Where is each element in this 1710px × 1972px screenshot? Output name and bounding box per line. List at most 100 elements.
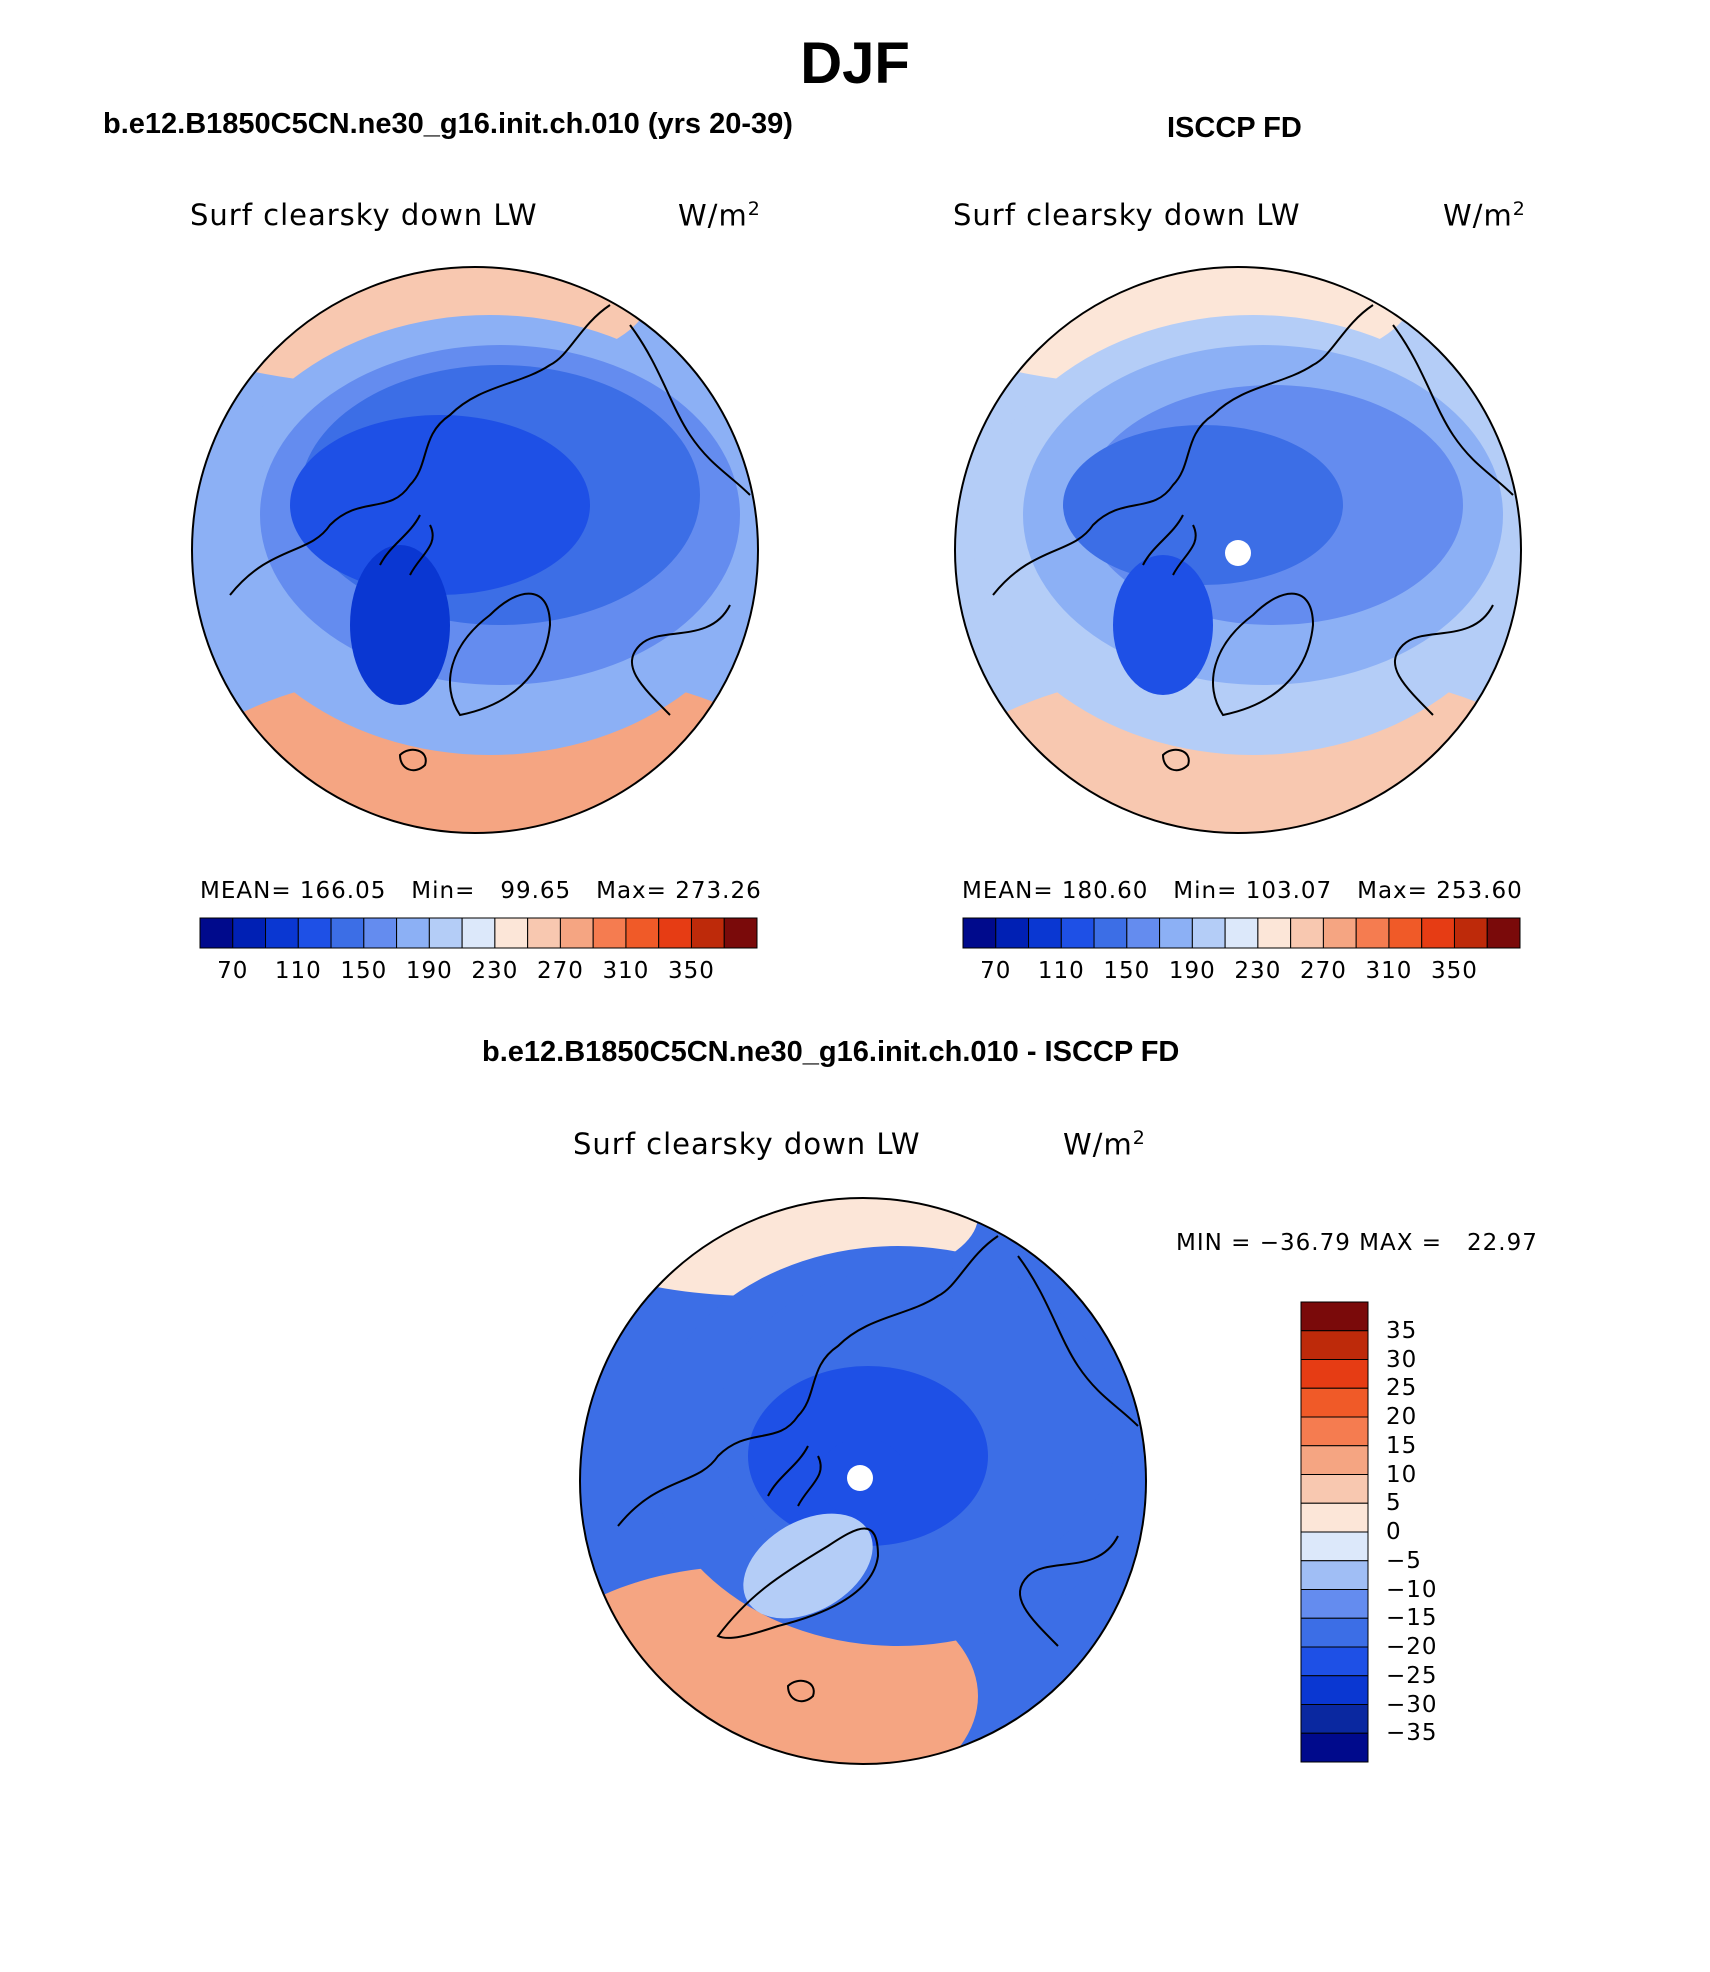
obs-colorbar-box <box>1257 917 1292 949</box>
model-colorbar-tick-label: 350 <box>668 958 715 984</box>
obs-colorbar-box <box>1224 917 1259 949</box>
obs-units: W/m2 <box>1443 198 1526 233</box>
model-colorbar-box <box>265 917 299 949</box>
diff-colorbar-box <box>1300 1646 1369 1677</box>
model-colorbar-box <box>527 917 561 949</box>
model-colorbar-box <box>396 917 430 949</box>
diff-colorbar-box <box>1300 1359 1369 1389</box>
obs-colorbar-tick-label: 190 <box>1168 958 1216 984</box>
diff-variable-name: Surf clearsky down LW <box>573 1127 921 1161</box>
diff-colorbar-tick-label: −20 <box>1386 1634 1438 1660</box>
model-colorbar-tick-label: 110 <box>274 958 322 984</box>
obs-coastlines <box>992 304 1514 772</box>
obs-colorbar-box <box>1159 917 1193 949</box>
obs-variable-name: Surf clearsky down LW <box>953 198 1301 232</box>
obs-field-atlantic <box>955 665 1521 833</box>
diff-colorbar-box <box>1300 1416 1369 1447</box>
model-colorbar-box <box>297 917 332 949</box>
model-variable-name: Surf clearsky down LW <box>190 198 538 232</box>
model-colorbar-box <box>330 917 365 949</box>
model-field-pole <box>290 415 590 595</box>
diff-colorbar-box <box>1300 1675 1369 1705</box>
diff-colorbar-box <box>1300 1387 1369 1418</box>
model-colorbar-box <box>723 917 758 949</box>
model-coastlines <box>229 304 751 772</box>
obs-field-pole <box>1063 425 1343 585</box>
diff-colorbar-tick-label: −5 <box>1386 1547 1422 1574</box>
diff-colorbar-tick-label: −35 <box>1386 1720 1438 1747</box>
diff-colorbar-tick-label: −15 <box>1386 1605 1438 1632</box>
obs-colorbar-box <box>1388 917 1423 949</box>
obs-panel-title: ISCCP FD <box>1167 112 1302 144</box>
model-colorbar-box <box>363 917 398 949</box>
model-colorbar-tick-label: 310 <box>602 958 650 984</box>
model-colorbar-tick-label: 70 <box>217 958 249 984</box>
model-field-greenland <box>350 545 450 705</box>
diff-field-greenland <box>743 1513 873 1619</box>
diff-colorbar-tick-label: 15 <box>1386 1432 1418 1459</box>
obs-colorbar-tick-label: 350 <box>1431 958 1478 984</box>
model-colorbar-tick-label: 270 <box>536 958 584 984</box>
diff-units: W/m2 <box>1063 1127 1146 1162</box>
diff-colorbar-tick-label: 30 <box>1386 1346 1418 1373</box>
obs-colorbar-tick-label: 110 <box>1037 958 1085 984</box>
obs-colorbar-tick-label: 70 <box>980 958 1012 984</box>
obs-polar-map <box>954 266 1522 834</box>
obs-colorbar-box <box>1191 917 1226 949</box>
diff-colorbar <box>1300 1301 1369 1763</box>
obs-pole-hole <box>1225 540 1251 566</box>
obs-colorbar-tick-label: 150 <box>1103 958 1151 984</box>
diff-colorbar-box <box>1300 1704 1369 1734</box>
diff-colorbar-tick-label: 20 <box>1386 1404 1418 1430</box>
diff-colorbar-box <box>1300 1560 1369 1590</box>
obs-colorbar-box <box>962 917 997 949</box>
model-colorbar-tick-label: 150 <box>340 958 388 984</box>
obs-colorbar-box <box>1486 917 1521 949</box>
diff-colorbar-tick-label: 35 <box>1386 1317 1418 1344</box>
model-polar-map <box>191 266 759 834</box>
model-field-atlantic <box>192 665 758 833</box>
diff-coastlines <box>617 1235 1139 1703</box>
model-colorbar <box>199 917 758 949</box>
obs-colorbar-box <box>1060 917 1095 949</box>
diff-colorbar-tick-label: −10 <box>1386 1576 1438 1603</box>
model-colorbar-box <box>199 917 234 949</box>
obs-colorbar-tick-label: 310 <box>1365 958 1413 984</box>
diff-colorbar-box <box>1300 1330 1369 1360</box>
model-stats: MEAN= 166.05 Min= 99.65 Max= 273.26 <box>200 878 762 904</box>
model-colorbar-box <box>232 917 267 949</box>
diff-colorbar-tick-label: 25 <box>1386 1375 1418 1402</box>
model-colorbar-box <box>690 917 725 949</box>
diff-polar-map <box>579 1197 1147 1765</box>
diff-panel-title: b.e12.B1850C5CN.ne30_g16.init.ch.010 - I… <box>482 1036 1180 1068</box>
model-colorbar-box <box>625 917 660 949</box>
obs-colorbar-box <box>995 917 1030 949</box>
diff-colorbar-ticks: 35 30 25 20 15 10 5 0 −5 −10 −15 −20 −25 −30 −35 <box>1386 1302 1466 1762</box>
obs-colorbar-box <box>1355 917 1390 949</box>
diff-colorbar-tick-label: 0 <box>1386 1519 1402 1545</box>
model-colorbar-box <box>461 917 496 949</box>
obs-colorbar-box <box>1093 917 1128 949</box>
diff-colorbar-box <box>1300 1301 1369 1332</box>
model-colorbar-ticks: 70 110 150 190 230 270 310 350 <box>200 958 757 988</box>
diff-colorbar-box <box>1300 1474 1369 1504</box>
diff-colorbar-tick-label: −25 <box>1386 1662 1438 1689</box>
obs-colorbar-ticks: 70 110 150 190 230 270 310 350 <box>963 958 1520 988</box>
diff-colorbar-box <box>1300 1589 1369 1619</box>
model-colorbar-box <box>592 917 627 949</box>
obs-stats: MEAN= 180.60 Min= 103.07 Max= 253.60 <box>962 878 1523 904</box>
figure-title: DJF <box>800 31 910 96</box>
diff-colorbar-box <box>1300 1617 1369 1648</box>
obs-colorbar-box <box>1028 917 1062 949</box>
model-colorbar-tick-label: 230 <box>471 958 519 984</box>
obs-colorbar-box <box>1322 917 1357 949</box>
model-panel-title: b.e12.B1850C5CN.ne30_g16.init.ch.010 (yr… <box>103 108 793 140</box>
diff-colorbar-tick-label: 5 <box>1386 1490 1402 1517</box>
diff-pole-hole <box>847 1465 873 1491</box>
model-units: W/m2 <box>678 198 761 233</box>
model-colorbar-box <box>494 917 529 949</box>
obs-colorbar <box>962 917 1521 949</box>
diff-colorbar-tick-label: 10 <box>1386 1461 1418 1488</box>
diff-colorbar-box <box>1300 1445 1369 1475</box>
diff-colorbar-box <box>1300 1732 1369 1763</box>
